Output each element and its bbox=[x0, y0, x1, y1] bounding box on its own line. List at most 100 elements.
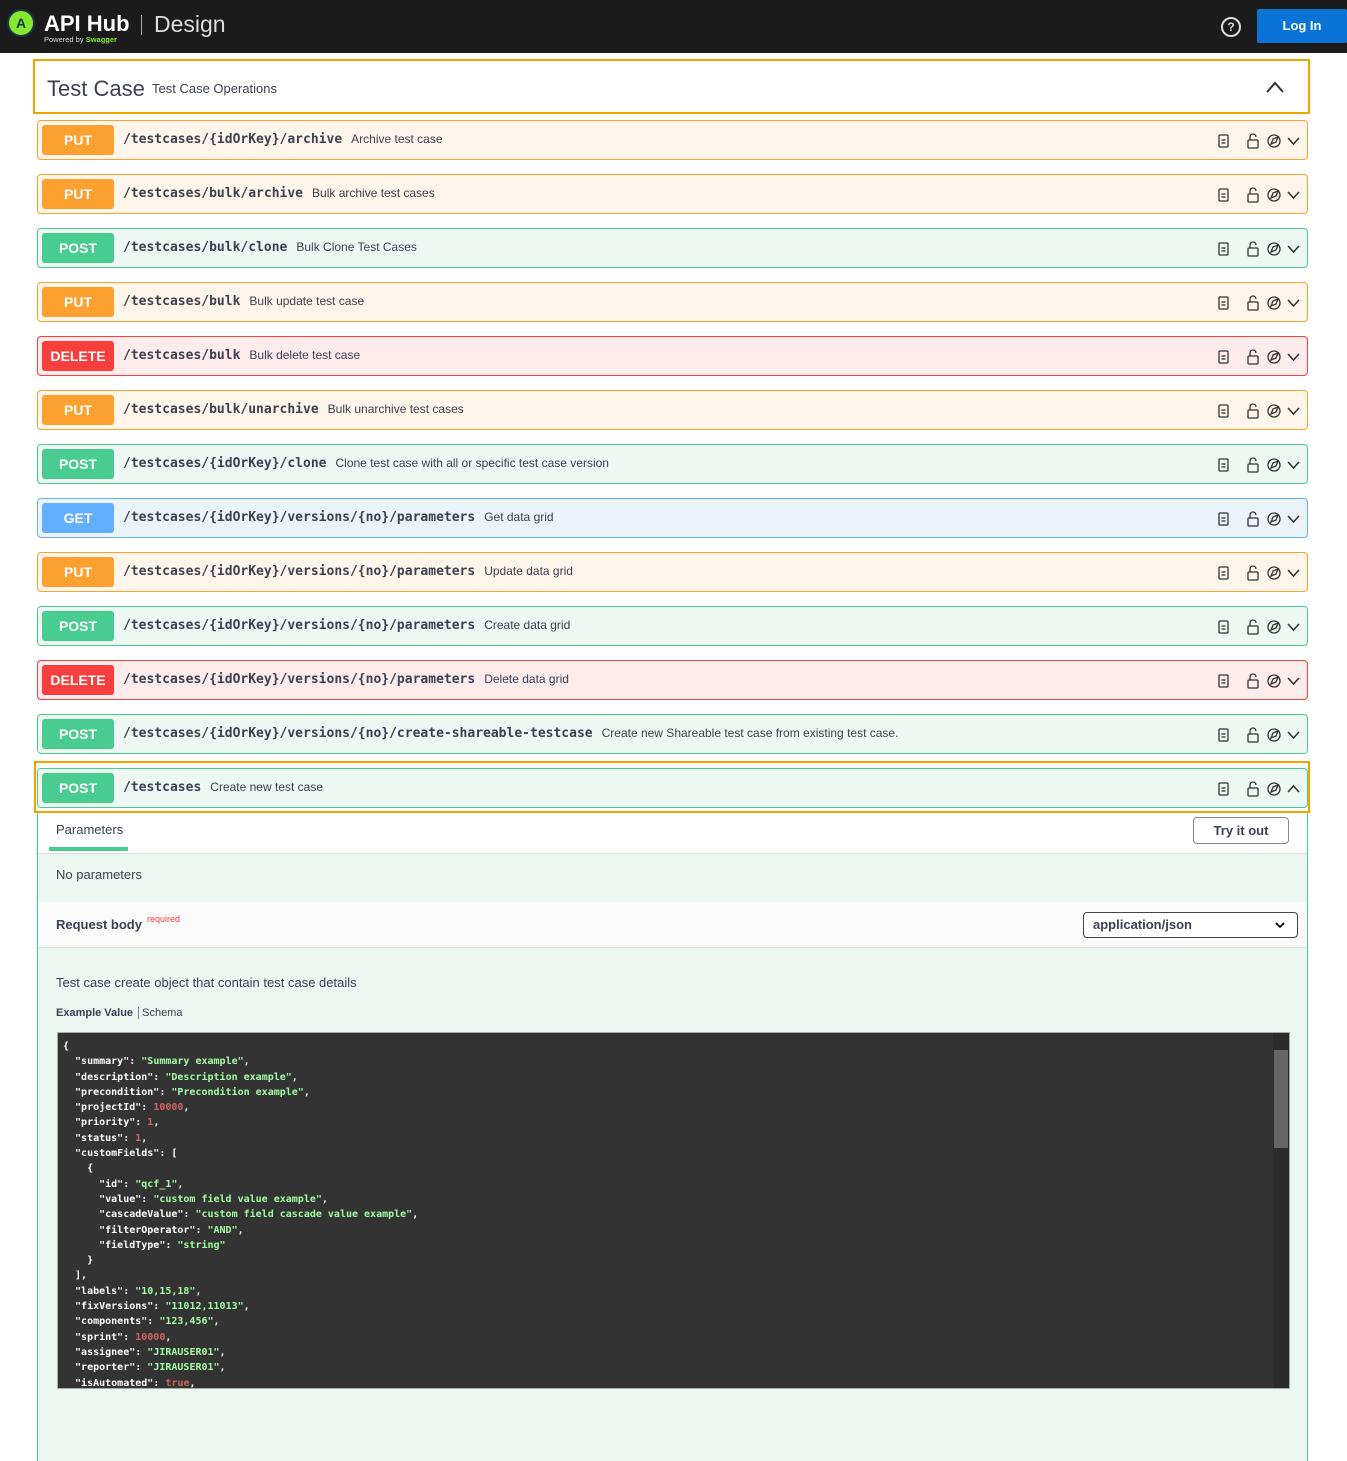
operation-path: /testcases Create new test case bbox=[123, 780, 323, 795]
icon-group bbox=[1215, 186, 1340, 209]
request-body-label: Request body bbox=[56, 917, 142, 932]
operation-row[interactable]: PUT/testcases/{idOrKey}/archive Archive t… bbox=[37, 120, 1308, 160]
operation-icons bbox=[1218, 565, 1300, 581]
operation-row[interactable]: POST/testcases/bulk/clone Bulk Clone Test… bbox=[37, 228, 1308, 268]
schema-tab[interactable]: Schema bbox=[142, 1007, 183, 1019]
tab-bar: Parameters Try it out bbox=[38, 813, 1307, 854]
operation-icons bbox=[1218, 457, 1300, 473]
path-text: /testcases/bulk/unarchive bbox=[123, 402, 319, 417]
request-body-header: Request body required application/json bbox=[38, 902, 1307, 948]
operation-icons bbox=[1218, 781, 1300, 797]
operation-row[interactable]: PUT/testcases/bulk/unarchive Bulk unarchi… bbox=[37, 390, 1308, 430]
operation-summary: Bulk update test case bbox=[249, 294, 365, 308]
operation-row[interactable]: PUT/testcases/{idOrKey}/versions/{no}/pa… bbox=[37, 552, 1308, 592]
operation-icons bbox=[1218, 295, 1300, 311]
operation-path: /testcases/{idOrKey}/versions/{no}/param… bbox=[123, 510, 554, 525]
method-badge: PUT bbox=[42, 287, 114, 317]
operation-row[interactable]: PUT/testcases/bulk/archive Bulk archive t… bbox=[37, 174, 1308, 214]
operation-path: /testcases/{idOrKey}/versions/{no}/param… bbox=[123, 672, 569, 687]
login-button[interactable]: Log In bbox=[1257, 9, 1347, 43]
code-line: "description": "Description example", bbox=[63, 1071, 298, 1083]
code-line: "precondition": "Precondition example", bbox=[63, 1086, 310, 1098]
operation-row[interactable]: POST/testcases/{idOrKey}/versions/{no}/c… bbox=[37, 714, 1308, 754]
section-header[interactable]: Test Case Test Case Operations bbox=[33, 59, 1310, 114]
operation-summary: Bulk archive test cases bbox=[312, 186, 435, 200]
code-line: "status": 1, bbox=[63, 1132, 148, 1144]
code-line: { bbox=[63, 1041, 70, 1052]
operation-row[interactable]: POST/testcases Create new test case bbox=[37, 768, 1308, 808]
example-value-tab[interactable]: Example Value bbox=[56, 1007, 140, 1019]
path-text: /testcases/{idOrKey}/versions/{no}/param… bbox=[123, 564, 476, 579]
operation-icons bbox=[1218, 187, 1300, 203]
operation-row[interactable]: DELETE/testcases/bulk Bulk delete test ca… bbox=[37, 336, 1308, 376]
code-line: "summary": "Summary example", bbox=[63, 1056, 250, 1068]
operation-path: /testcases/{idOrKey}/versions/{no}/param… bbox=[123, 564, 573, 579]
operation-row[interactable]: PUT/testcases/bulk Bulk update test case bbox=[37, 282, 1308, 322]
brand[interactable]: API Hub bbox=[44, 11, 130, 36]
operation-icons bbox=[1218, 349, 1300, 365]
operation-summary: Archive test case bbox=[351, 132, 443, 146]
powered-by-text: Powered by bbox=[44, 35, 84, 44]
operation-summary: Bulk delete test case bbox=[249, 348, 361, 362]
method-badge: GET bbox=[42, 503, 114, 533]
method-badge: PUT bbox=[42, 125, 114, 155]
icon-group bbox=[1215, 564, 1340, 587]
icon-group bbox=[1215, 348, 1340, 371]
code-line: ], bbox=[63, 1270, 88, 1282]
parameters-tab[interactable]: Parameters bbox=[56, 822, 124, 837]
operation-summary: Create data grid bbox=[484, 618, 571, 632]
no-parameters: No parameters bbox=[56, 867, 142, 882]
logo[interactable]: A bbox=[7, 9, 35, 37]
path-text: /testcases/bulk bbox=[123, 348, 241, 363]
path-text: /testcases/{idOrKey}/versions/{no}/param… bbox=[123, 510, 476, 525]
code-line: "isAutomated": true, bbox=[63, 1377, 196, 1389]
operation-summary: Delete data grid bbox=[484, 672, 569, 686]
path-text: /testcases bbox=[123, 780, 202, 795]
operation-path: /testcases/bulk/archive Bulk archive test… bbox=[123, 186, 435, 201]
code-block: { "summary": "Summary example", "descrip… bbox=[57, 1032, 1290, 1389]
operation-row[interactable]: DELETE/testcases/{idOrKey}/versions/{no}… bbox=[37, 660, 1308, 700]
icon-group bbox=[1215, 510, 1340, 533]
separator bbox=[141, 15, 142, 35]
code-line: "sprint": 10000, bbox=[63, 1331, 172, 1343]
content-type-select[interactable]: application/json bbox=[1083, 912, 1298, 938]
dropdown-icon bbox=[1275, 922, 1285, 929]
required-marker: required bbox=[146, 914, 180, 924]
operation-row[interactable]: POST/testcases/{idOrKey}/versions/{no}/p… bbox=[37, 606, 1308, 646]
operation-path: /testcases/{idOrKey}/versions/{no}/creat… bbox=[123, 726, 898, 741]
operation-path: /testcases/{idOrKey}/archive Archive test… bbox=[123, 132, 443, 147]
method-badge: DELETE bbox=[42, 665, 114, 695]
icon-group bbox=[1215, 240, 1340, 263]
code-line: { bbox=[63, 1163, 94, 1175]
icon-group bbox=[1215, 672, 1340, 695]
try-it-out-button[interactable]: Try it out bbox=[1193, 817, 1289, 844]
icon-group bbox=[1215, 132, 1340, 155]
operation-icons bbox=[1218, 403, 1300, 419]
code-line: "filterOperator": "AND", bbox=[63, 1224, 244, 1236]
icon-group bbox=[1215, 780, 1340, 803]
operation-row[interactable]: GET/testcases/{idOrKey}/versions/{no}/pa… bbox=[37, 498, 1308, 538]
operation-path: /testcases/bulk/unarchive Bulk unarchive … bbox=[123, 402, 464, 417]
path-text: /testcases/bulk bbox=[123, 294, 241, 309]
path-text: /testcases/bulk/clone bbox=[123, 240, 288, 255]
help-button[interactable]: ? bbox=[1221, 17, 1241, 37]
operation-icons bbox=[1218, 133, 1300, 149]
operation-icons bbox=[1218, 727, 1300, 743]
collapse-icon bbox=[1266, 81, 1284, 93]
operation-summary: Get data grid bbox=[484, 510, 554, 524]
method-badge: PUT bbox=[42, 395, 114, 425]
operation-icons bbox=[1218, 673, 1300, 689]
request-body-title: Request body required bbox=[56, 914, 180, 932]
path-text: /testcases/bulk/archive bbox=[123, 186, 304, 201]
powered-by: Powered by Swagger bbox=[44, 35, 117, 44]
scrollbar-thumb[interactable] bbox=[1274, 1050, 1288, 1148]
operation-path: /testcases/{idOrKey}/versions/{no}/param… bbox=[123, 618, 570, 633]
icon-group bbox=[1215, 726, 1340, 749]
operation-summary: Clone test case with all or specific tes… bbox=[335, 456, 609, 470]
operation-row[interactable]: POST/testcases/{idOrKey}/clone Clone test… bbox=[37, 444, 1308, 484]
example-tabs: Example Value Schema bbox=[56, 1007, 182, 1019]
path-text: /testcases/{idOrKey}/clone bbox=[123, 456, 327, 471]
method-badge: POST bbox=[42, 611, 114, 641]
operation-path: /testcases/bulk Bulk delete test case bbox=[123, 348, 360, 363]
icon-group bbox=[1215, 294, 1340, 317]
